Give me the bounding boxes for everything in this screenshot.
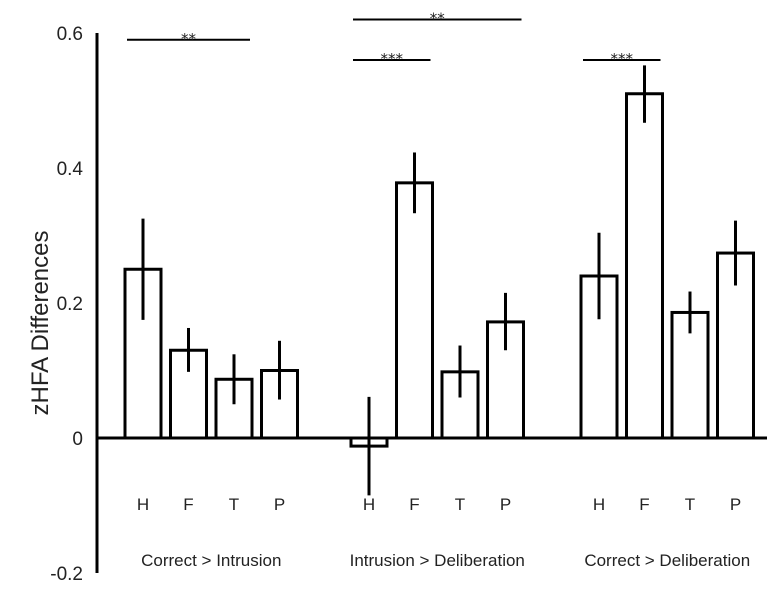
y-tick-label: -0.2 xyxy=(50,564,83,585)
bars xyxy=(123,65,755,496)
significance-label: *** xyxy=(611,50,634,68)
significance-markers: ********** xyxy=(127,10,661,68)
y-tick-label: 0.4 xyxy=(57,159,84,180)
significance-label: ** xyxy=(181,30,197,48)
group-label: Intrusion > Deliberation xyxy=(350,551,525,570)
group-label: Correct > Deliberation xyxy=(584,551,750,570)
category-label: F xyxy=(183,495,193,514)
y-axis-label: zHFA Differences xyxy=(27,231,54,416)
category-label: P xyxy=(274,495,285,514)
y-tick-label: 0.6 xyxy=(57,24,83,45)
category-label: H xyxy=(593,495,605,514)
category-label: T xyxy=(229,495,239,514)
category-label: F xyxy=(409,495,419,514)
y-tick-label: 0.2 xyxy=(57,294,83,315)
bar xyxy=(395,181,434,440)
category-label: T xyxy=(685,495,695,514)
group-labels: Correct > Intrusion Intrusion > Deliberat… xyxy=(141,551,750,570)
category-label: P xyxy=(730,495,741,514)
y-tick-label: 0 xyxy=(72,429,83,450)
category-label: H xyxy=(363,495,375,514)
group-label: Correct > Intrusion xyxy=(141,551,281,570)
category-label: F xyxy=(639,495,649,514)
category-label: T xyxy=(455,495,465,514)
significance-label: ** xyxy=(430,10,446,28)
y-ticks: 0.6 0.4 0.2 0 -0.2 xyxy=(50,24,83,585)
bar xyxy=(625,92,664,440)
category-label: P xyxy=(500,495,511,514)
category-label: H xyxy=(137,495,149,514)
significance-label: *** xyxy=(381,50,404,68)
